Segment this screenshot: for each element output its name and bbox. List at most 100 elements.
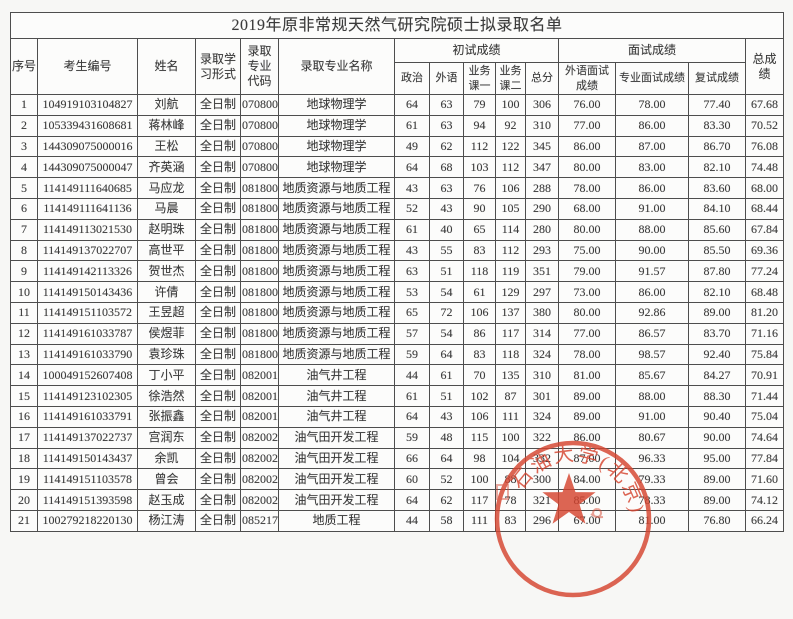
cell-politics: 60 bbox=[394, 468, 430, 491]
cell-course-two: 87 bbox=[495, 385, 526, 407]
cell-final-score: 74.64 bbox=[744, 426, 785, 449]
cell-candidate-id: 114149161033791 bbox=[37, 405, 138, 428]
cell-course-two: 135 bbox=[495, 364, 526, 387]
cell-final-score: 81.20 bbox=[744, 301, 785, 324]
cell-retest-score: 88.30 bbox=[688, 385, 746, 407]
cell-foreign-language: 55 bbox=[429, 239, 464, 262]
cell-foreign-interview: 79.00 bbox=[558, 260, 616, 283]
cell-major-code: 085217 bbox=[240, 509, 279, 532]
header-group-row: 序号 考生编号 姓名 录取学习形式 录取专业代码 录取专业名称 初试成绩 面试成… bbox=[10, 38, 785, 95]
cell-name: 王松 bbox=[137, 135, 196, 158]
cell-final-score: 71.44 bbox=[744, 385, 785, 407]
cell-candidate-id: 114149111640685 bbox=[37, 177, 138, 199]
cell-name: 宫润东 bbox=[137, 426, 196, 449]
cell-name: 侯煜菲 bbox=[137, 322, 196, 345]
cell-foreign-language: 43 bbox=[429, 197, 464, 220]
cell-major-interview: 78.33 bbox=[615, 489, 689, 511]
header-initial-total: 总分 bbox=[525, 62, 559, 95]
cell-course-one: 76 bbox=[463, 177, 496, 199]
cell-major-code: 082001 bbox=[240, 405, 279, 428]
cell-retest-score: 85.50 bbox=[688, 239, 746, 262]
table-row: 3 144309075000016 王松 全日制 070800 地球物理学 49 62 112 1… bbox=[10, 135, 785, 158]
cell-major-interview: 91.00 bbox=[615, 405, 689, 428]
cell-seq: 19 bbox=[10, 468, 38, 491]
cell-major-interview: 80.67 bbox=[615, 426, 689, 449]
cell-retest-score: 77.40 bbox=[688, 94, 746, 116]
cell-course-one: 90 bbox=[463, 197, 496, 220]
cell-retest-score: 87.80 bbox=[688, 260, 746, 283]
cell-course-one: 79 bbox=[463, 94, 496, 116]
cell-study-form: 全日制 bbox=[195, 94, 241, 116]
cell-name: 徐浩然 bbox=[137, 385, 196, 407]
cell-initial-total: 321 bbox=[525, 489, 559, 511]
cell-politics: 64 bbox=[394, 156, 430, 179]
cell-seq: 9 bbox=[10, 260, 38, 283]
cell-initial-total: 290 bbox=[525, 197, 559, 220]
cell-major-name: 地质资源与地质工程 bbox=[278, 301, 395, 324]
cell-major-code: 081800 bbox=[240, 260, 279, 283]
cell-seq: 12 bbox=[10, 322, 38, 345]
cell-study-form: 全日制 bbox=[195, 218, 241, 241]
cell-name: 丁小平 bbox=[137, 364, 196, 387]
cell-retest-score: 89.00 bbox=[688, 489, 746, 511]
cell-foreign-interview: 89.00 bbox=[558, 385, 616, 407]
cell-final-score: 67.84 bbox=[744, 218, 785, 241]
cell-name: 贺世杰 bbox=[137, 260, 196, 283]
header-course-one: 业务课一 bbox=[463, 62, 496, 95]
cell-major-name: 地质工程 bbox=[278, 509, 395, 532]
cell-seq: 13 bbox=[10, 343, 38, 366]
cell-major-interview: 91.00 bbox=[615, 197, 689, 220]
cell-final-score: 74.48 bbox=[744, 156, 785, 179]
cell-major-code: 082001 bbox=[240, 364, 279, 387]
cell-study-form: 全日制 bbox=[195, 343, 241, 366]
cell-foreign-language: 63 bbox=[429, 114, 464, 137]
cell-major-code: 081800 bbox=[240, 343, 279, 366]
header-major-name: 录取专业名称 bbox=[278, 38, 395, 95]
cell-name: 杨江涛 bbox=[137, 509, 196, 532]
cell-major-interview: 81.00 bbox=[615, 509, 689, 532]
cell-candidate-id: 105339431608681 bbox=[37, 114, 138, 137]
table-row: 13 114149161033790 袁珍珠 全日制 081800 地质资源与地质工程 59… bbox=[10, 343, 785, 366]
cell-seq: 8 bbox=[10, 239, 38, 262]
cell-major-code: 081800 bbox=[240, 322, 279, 345]
cell-retest-score: 84.27 bbox=[688, 364, 746, 387]
header-final-score: 总成绩 bbox=[744, 38, 785, 95]
admission-roster-table: 2019年原非常规天然气研究院硕士拟录取名单 序号 考生编号 姓名 录取学习形式… bbox=[9, 12, 785, 532]
cell-retest-score: 89.00 bbox=[688, 468, 746, 491]
cell-major-code: 070800 bbox=[240, 156, 279, 179]
cell-name: 高世平 bbox=[137, 239, 196, 262]
cell-major-interview: 90.00 bbox=[615, 239, 689, 262]
cell-study-form: 全日制 bbox=[195, 239, 241, 262]
cell-major-code: 070800 bbox=[240, 114, 279, 137]
cell-foreign-interview: 80.00 bbox=[558, 156, 616, 179]
cell-seq: 5 bbox=[10, 177, 38, 199]
cell-course-two: 104 bbox=[495, 447, 526, 470]
table-row: 4 144309075000047 齐英涵 全日制 070800 地球物理学 64 68 103… bbox=[10, 156, 785, 179]
cell-retest-score: 89.00 bbox=[688, 301, 746, 324]
cell-course-one: 98 bbox=[463, 447, 496, 470]
table-row: 16 114149161033791 张振鑫 全日制 082001 油气井工程 64 43 10… bbox=[10, 405, 785, 428]
cell-initial-total: 310 bbox=[525, 114, 559, 137]
cell-politics: 66 bbox=[394, 447, 430, 470]
cell-major-name: 油气田开发工程 bbox=[278, 426, 395, 449]
cell-initial-total: 351 bbox=[525, 260, 559, 283]
cell-candidate-id: 114149151103578 bbox=[37, 468, 138, 491]
cell-seq: 7 bbox=[10, 218, 38, 241]
cell-initial-total: 297 bbox=[525, 281, 559, 303]
cell-final-score: 67.68 bbox=[744, 94, 785, 116]
cell-course-two: 137 bbox=[495, 301, 526, 324]
cell-foreign-language: 48 bbox=[429, 426, 464, 449]
cell-politics: 59 bbox=[394, 426, 430, 449]
table-row: 20 114149151393598 赵玉成 全日制 082002 油气田开发工程 64 62… bbox=[10, 489, 785, 511]
cell-final-score: 68.48 bbox=[744, 281, 785, 303]
cell-course-two: 100 bbox=[495, 426, 526, 449]
cell-course-two: 106 bbox=[495, 177, 526, 199]
cell-initial-total: 332 bbox=[525, 447, 559, 470]
cell-foreign-language: 52 bbox=[429, 468, 464, 491]
cell-foreign-language: 61 bbox=[429, 364, 464, 387]
cell-initial-total: 306 bbox=[525, 94, 559, 116]
cell-foreign-language: 51 bbox=[429, 385, 464, 407]
cell-course-one: 83 bbox=[463, 239, 496, 262]
cell-major-code: 070800 bbox=[240, 94, 279, 116]
cell-study-form: 全日制 bbox=[195, 385, 241, 407]
